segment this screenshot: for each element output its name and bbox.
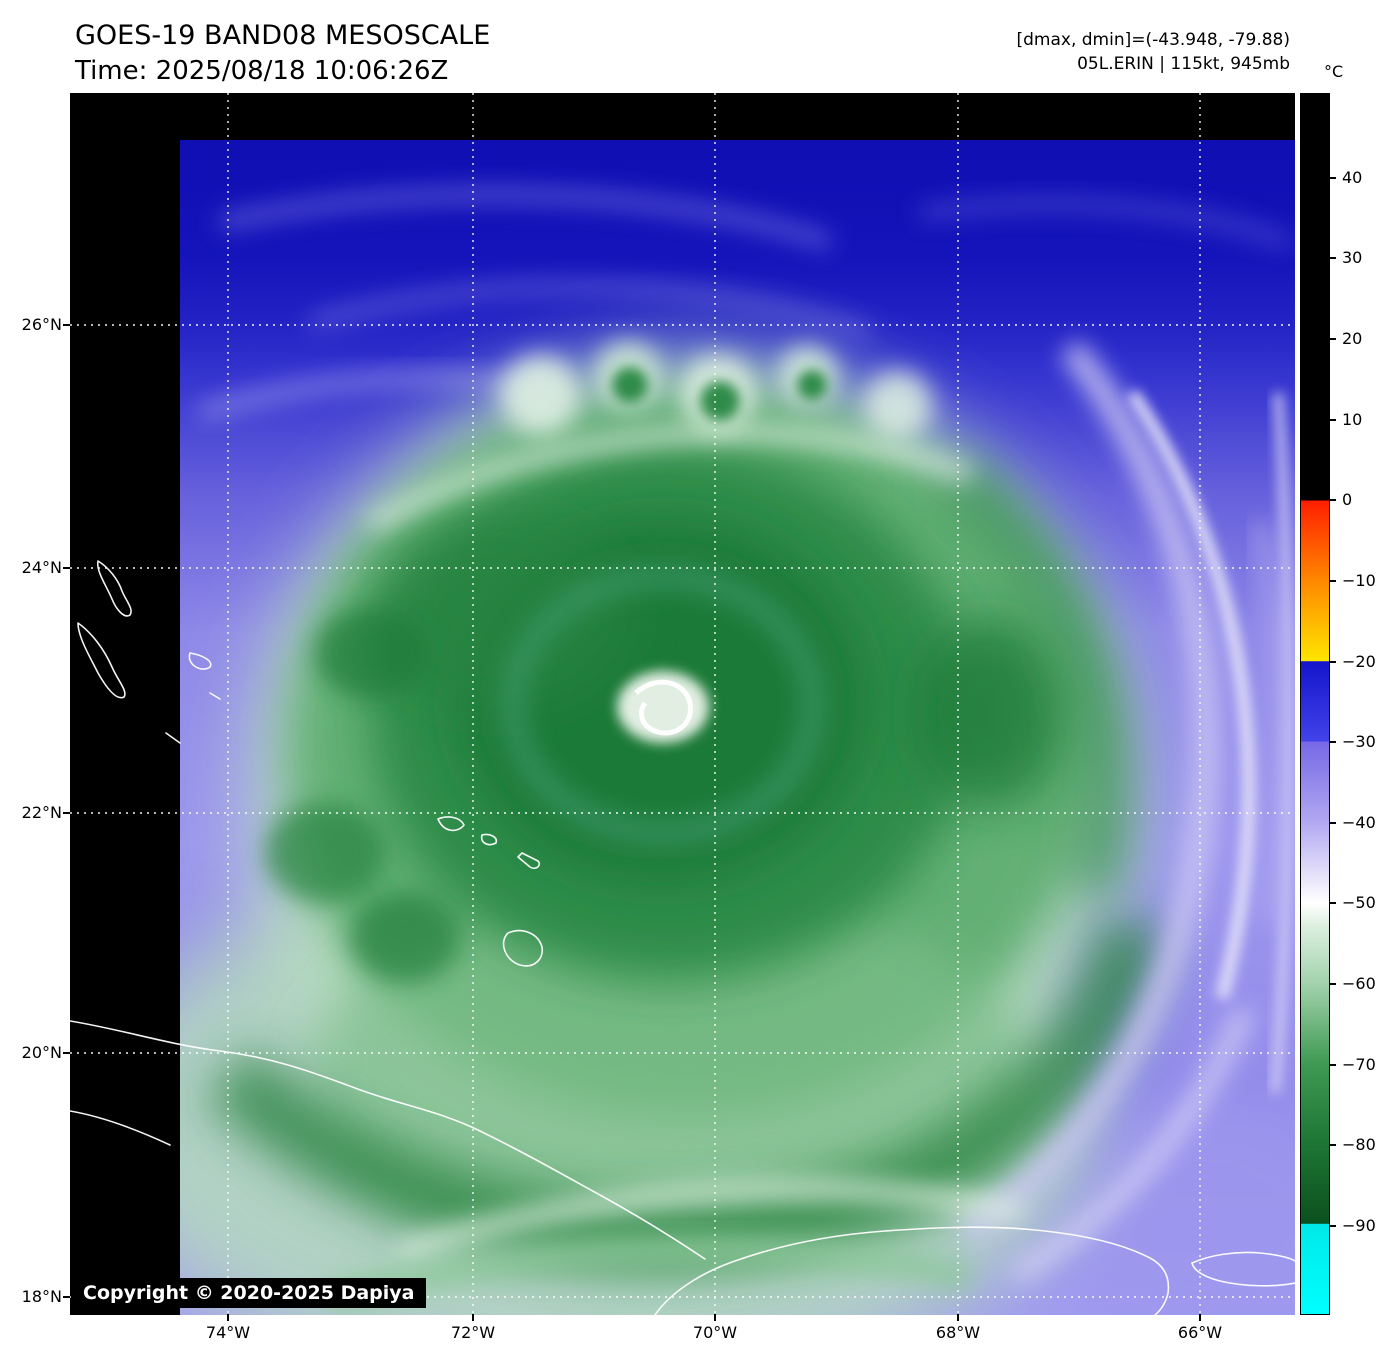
colorbar-tick-neg40: −40 xyxy=(1330,813,1376,832)
lat-label-24n: 24°N xyxy=(0,557,70,579)
lon-label-72w: 72°W xyxy=(433,1314,513,1344)
lon-label-66w: 66°W xyxy=(1160,1314,1240,1344)
lat-label-26n: 26°N xyxy=(0,314,70,336)
colorbar-tick-30: 30 xyxy=(1329,248,1363,267)
lon-label-68w: 68°W xyxy=(918,1314,998,1344)
colorbar-tick-neg80: −80 xyxy=(1330,1135,1376,1154)
latlon-gridlines xyxy=(70,93,1295,1315)
product-title: GOES-19 BAND08 MESOSCALE xyxy=(75,20,491,51)
colorbar-tick-10: 10 xyxy=(1329,410,1363,429)
time-label: Time: 2025/08/18 10:06:26Z xyxy=(75,56,449,86)
colorbar-tick-40: 40 xyxy=(1329,168,1363,187)
dmax-dmin-label: [dmax, dmin]=(-43.948, -79.88) xyxy=(1016,30,1291,50)
lat-label-20n: 20°N xyxy=(0,1042,70,1064)
satellite-image xyxy=(70,93,1295,1315)
colorbar-tick-neg10: −10 xyxy=(1330,571,1376,590)
storm-info-label: 05L.ERIN | 115kt, 945mb xyxy=(1077,54,1290,74)
colorbar-tick-neg70: −70 xyxy=(1330,1055,1376,1074)
colorbar-tick-0: 0 xyxy=(1329,490,1353,509)
coastlines xyxy=(70,560,1295,1315)
colorbar-tick-20: 20 xyxy=(1329,329,1363,348)
lon-label-70w: 70°W xyxy=(675,1314,755,1344)
colorbar-unit-label: °C xyxy=(1324,62,1344,81)
colorbar xyxy=(1300,93,1330,1315)
satellite-map-plot: Copyright © 2020-2025 Dapiya xyxy=(70,93,1295,1315)
satellite-imagery xyxy=(180,140,1295,1315)
colorbar-tick-neg20: −20 xyxy=(1330,652,1376,671)
copyright-label: Copyright © 2020-2025 Dapiya xyxy=(71,1278,427,1308)
lon-label-74w: 74°W xyxy=(188,1314,268,1344)
lat-label-18n: 18°N xyxy=(0,1286,70,1308)
colorbar-tick-neg90: −90 xyxy=(1330,1216,1376,1235)
lat-label-22n: 22°N xyxy=(0,802,70,824)
colorbar-tick-neg50: −50 xyxy=(1330,893,1376,912)
hurricane-eye xyxy=(500,564,826,846)
colorbar-tick-neg60: −60 xyxy=(1330,974,1376,993)
colorbar-tick-neg30: −30 xyxy=(1330,732,1376,751)
